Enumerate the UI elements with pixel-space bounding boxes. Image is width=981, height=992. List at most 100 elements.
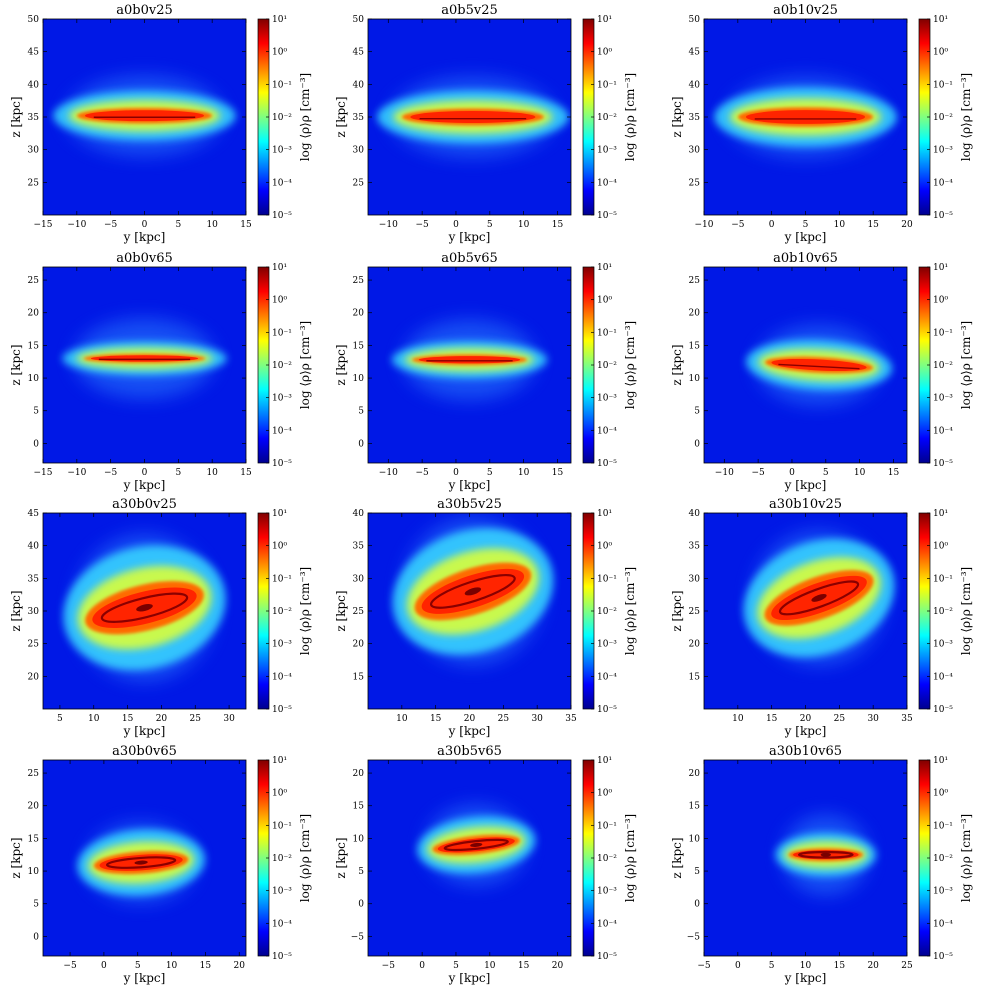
y-tick-label: 0	[358, 439, 364, 449]
colorbar-tick-label: 10⁻²	[272, 361, 292, 371]
colorbar-tick-label: 10⁻³	[272, 394, 292, 404]
y-tick-label: 30	[353, 574, 365, 584]
y-axis-label: z [kpc]	[9, 96, 23, 137]
colorbar-tick-label: 10¹	[272, 509, 287, 519]
x-axis-label: y [kpc]	[123, 478, 166, 492]
colorbar-tick-label: 10⁻¹	[597, 574, 617, 584]
y-tick-label: 35	[28, 113, 40, 123]
colorbar-tick-label: 10⁻⁴	[597, 426, 617, 436]
x-tick-label: −15	[34, 220, 53, 230]
x-tick-label: 15	[552, 468, 564, 478]
y-tick-label: 5	[694, 867, 700, 877]
colorbar-tick-label: 10⁻⁴	[933, 178, 953, 188]
panel-a0b10v25: −10 −5 0 5 10 15 20 25 30 35 40 45 50 a0b10v25 y [kpc]…	[670, 3, 973, 244]
colorbar-tick-label: 10⁰	[272, 48, 287, 58]
y-tick-label: 30	[353, 146, 365, 156]
x-tick-label: 5	[57, 714, 63, 724]
y-axis-label: z [kpc]	[9, 590, 23, 631]
y-tick-label: 10	[353, 374, 365, 384]
plot-frame	[367, 266, 572, 464]
colorbar-tick-label: 10⁰	[933, 296, 948, 306]
x-tick-label: 10	[166, 961, 178, 971]
y-tick-label: 0	[33, 439, 39, 449]
y-axis-label: z [kpc]	[670, 590, 684, 631]
colorbar-tick-label: 10⁻¹	[597, 80, 617, 90]
panel-a30b0v25: 5 10 15 20 25 30 20 25 30 35 40 45 a30b0v25 y [kpc] z …	[9, 497, 312, 738]
colorbar-tick-label: 10⁻⁴	[597, 672, 617, 682]
x-tick-label: 5	[487, 220, 493, 230]
y-axis-label: z [kpc]	[670, 96, 684, 137]
colorbar-tick-label: 10⁻²	[272, 113, 292, 123]
x-tick-label: 10	[484, 961, 496, 971]
density-heatmap	[43, 267, 246, 463]
x-tick-label: 5	[175, 468, 181, 478]
colorbar-tick-label: 10⁰	[272, 542, 287, 552]
colorbar-label: log ⟨ρ⟩ρ [cm⁻³]	[623, 321, 637, 409]
x-tick-label: 25	[498, 714, 510, 724]
x-tick-label: 20	[800, 714, 812, 724]
y-tick-label: 20	[28, 802, 40, 812]
y-tick-label: 25	[28, 276, 40, 286]
y-tick-label: 5	[358, 867, 364, 877]
y-tick-label: 5	[33, 900, 39, 910]
y-tick-label: 0	[694, 439, 700, 449]
x-tick-label: 10	[732, 714, 744, 724]
x-tick-label: 5	[823, 468, 829, 478]
y-tick-label: 20	[689, 309, 701, 319]
colorbar-tick-label: 10⁻²	[597, 854, 617, 864]
x-axis-label: y [kpc]	[448, 971, 491, 985]
x-tick-label: 5	[135, 961, 141, 971]
colorbar-tick-label: 10⁻¹	[272, 80, 292, 90]
y-axis-label: z [kpc]	[334, 344, 348, 385]
y-tick-label: 40	[689, 80, 701, 90]
x-tick-label: 20	[901, 220, 913, 230]
x-tick-label: 0	[769, 220, 775, 230]
y-tick-label: 20	[689, 640, 701, 650]
y-tick-label: 25	[28, 178, 40, 188]
x-tick-label: 30	[531, 714, 543, 724]
x-tick-label: −10	[379, 220, 398, 230]
x-tick-label: 5	[487, 468, 493, 478]
density-heatmap	[704, 267, 907, 463]
colorbar-label: log ⟨ρ⟩ρ [cm⁻³]	[298, 814, 312, 902]
y-tick-label: 20	[353, 309, 365, 319]
x-tick-label: 10	[518, 468, 530, 478]
colorbar-tick-label: 10⁰	[597, 789, 612, 799]
colorbar-tick-label: 10¹	[933, 756, 948, 766]
x-axis-label: y [kpc]	[448, 478, 491, 492]
colorbar-tick-label: 10⁻¹	[272, 328, 292, 338]
y-tick-label: 35	[689, 542, 701, 552]
x-tick-label: 30	[867, 714, 879, 724]
colorbar-label: log ⟨ρ⟩ρ [cm⁻³]	[623, 814, 637, 902]
y-tick-label: 50	[28, 15, 40, 25]
y-tick-label: 45	[28, 48, 40, 58]
y-tick-label: 35	[353, 113, 365, 123]
y-tick-label: 35	[353, 542, 365, 552]
panel-title: a30b10v65	[769, 744, 842, 759]
y-tick-label: 10	[689, 834, 701, 844]
y-tick-label: 30	[689, 146, 701, 156]
y-tick-label: 25	[353, 276, 365, 286]
y-tick-label: 35	[689, 113, 701, 123]
colorbar-tick-label: 10⁻⁵	[933, 952, 953, 962]
colorbar-tick-label: 10⁻⁵	[933, 459, 953, 469]
colorbar-tick-label: 10⁻⁵	[597, 211, 617, 221]
colorbar-tick-label: 10⁰	[272, 296, 287, 306]
colorbar-tick-label: 10¹	[597, 756, 612, 766]
plot-frame	[367, 759, 572, 957]
colorbar-tick-label: 10⁻¹	[272, 821, 292, 831]
colorbar-tick-label: 10⁻³	[933, 394, 953, 404]
y-tick-label: 0	[33, 932, 39, 942]
x-tick-label: 10	[854, 468, 866, 478]
y-axis-label: z [kpc]	[334, 590, 348, 631]
colorbar-tick-label: 10⁻²	[597, 361, 617, 371]
colorbar-tick-label: 10⁻²	[272, 854, 292, 864]
panel-title: a0b0v65	[116, 251, 173, 266]
colorbar-tick-label: 10⁻³	[597, 887, 617, 897]
x-axis-label: y [kpc]	[123, 971, 166, 985]
y-tick-label: 10	[353, 834, 365, 844]
colorbar-tick-label: 10⁰	[597, 48, 612, 58]
colorbar-tick-label: 10⁻⁵	[272, 459, 292, 469]
x-tick-label: 0	[101, 961, 107, 971]
panel-title: a30b10v25	[769, 497, 842, 512]
